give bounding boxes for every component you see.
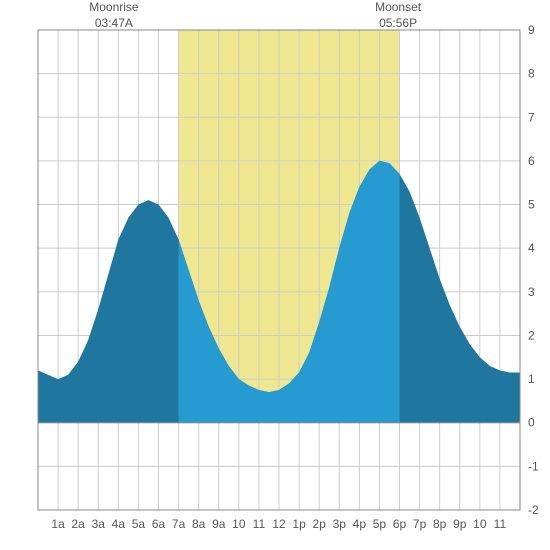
x-tick-label: 11 xyxy=(253,517,266,531)
y-tick-label: 4 xyxy=(528,241,535,255)
moonrise-label: Moonrise 03:47A xyxy=(84,0,144,31)
chart-svg: -2-101234567891a2a3a4a5a6a7a8a9a1011121p… xyxy=(0,0,550,550)
y-tick-label: 0 xyxy=(528,416,535,430)
x-tick-label: 7a xyxy=(172,517,186,531)
x-tick-label: 8p xyxy=(433,517,447,531)
x-tick-label: 1a xyxy=(51,517,65,531)
x-tick-label: 12 xyxy=(272,517,286,531)
y-tick-label: 1 xyxy=(528,372,535,386)
x-tick-label: 10 xyxy=(232,517,246,531)
x-tick-label: 3a xyxy=(92,517,106,531)
x-tick-label: 3p xyxy=(333,517,347,531)
tide-chart: Moonrise 03:47A Moonset 05:56P -2-101234… xyxy=(0,0,550,550)
y-tick-label: 5 xyxy=(528,198,535,212)
x-tick-label: 8a xyxy=(192,517,206,531)
y-tick-label: -2 xyxy=(528,503,539,517)
x-tick-label: 5a xyxy=(132,517,146,531)
x-tick-label: 4a xyxy=(112,517,126,531)
y-tick-label: 9 xyxy=(528,23,535,37)
y-tick-label: 7 xyxy=(528,110,535,124)
x-tick-label: 10 xyxy=(473,517,487,531)
x-tick-label: 9p xyxy=(453,517,467,531)
x-tick-label: 6a xyxy=(152,517,166,531)
y-tick-label: 3 xyxy=(528,285,535,299)
y-tick-label: 6 xyxy=(528,154,535,168)
x-tick-label: 6p xyxy=(393,517,407,531)
x-tick-label: 2a xyxy=(71,517,85,531)
x-tick-label: 11 xyxy=(494,517,507,531)
x-tick-label: 9a xyxy=(212,517,226,531)
x-tick-label: 2p xyxy=(312,517,326,531)
x-tick-label: 4p xyxy=(353,517,367,531)
moonset-label: Moonset 05:56P xyxy=(368,0,428,31)
x-tick-label: 7p xyxy=(413,517,427,531)
y-tick-label: 2 xyxy=(528,328,535,342)
x-tick-label: 1p xyxy=(292,517,306,531)
y-tick-label: 8 xyxy=(528,67,535,81)
x-tick-label: 5p xyxy=(373,517,387,531)
y-tick-label: -1 xyxy=(528,459,539,473)
